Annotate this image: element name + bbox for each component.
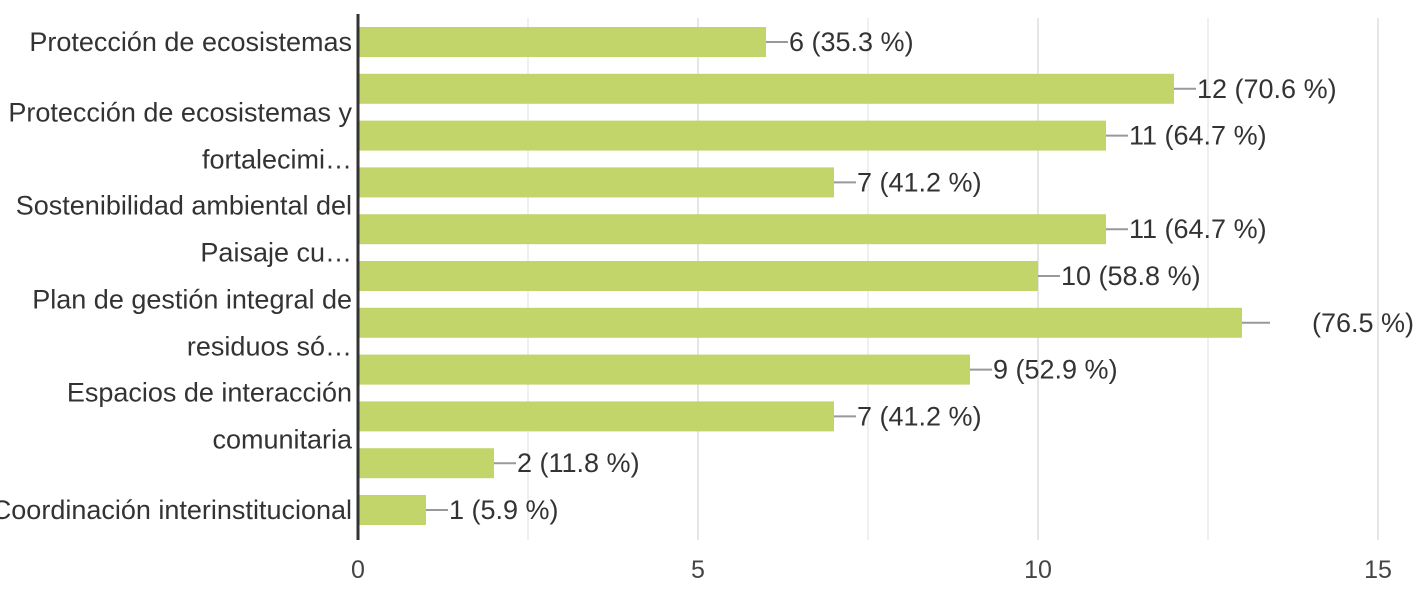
category-label-1: Protección de ecosistemas y [8, 98, 352, 128]
category-label-2: Sostenibilidad ambiental del [16, 191, 352, 221]
category-label-0: Protección de ecosistemas [29, 27, 352, 57]
x-tick-label-0: 0 [351, 556, 365, 584]
category-label-4: comunitaria [212, 425, 353, 455]
data-label-6: (76.5 %) [1312, 308, 1414, 338]
bar-3 [358, 167, 834, 198]
data-label-2: 11 (64.7 %) [1129, 121, 1267, 151]
bar-4 [358, 214, 1106, 245]
category-label-3: Plan de gestión integral de [32, 285, 352, 315]
data-label-1: 12 (70.6 %) [1197, 74, 1337, 104]
bar-7 [358, 354, 970, 385]
bar-10 [358, 495, 426, 525]
category-label-5: Coordinación interinstitucional [0, 495, 352, 525]
bar-2 [358, 120, 1106, 151]
bar-1 [358, 73, 1174, 104]
category-label-2: Paisaje cu… [200, 238, 352, 268]
bar-9 [358, 448, 494, 479]
data-label-8: 7 (41.2 %) [857, 401, 982, 431]
bar-0 [358, 27, 766, 57]
bar-6 [358, 307, 1242, 338]
x-tick-label-2: 10 [1024, 556, 1052, 584]
data-label-3: 7 (41.2 %) [857, 167, 982, 197]
data-label-5: 10 (58.8 %) [1061, 261, 1201, 291]
data-label-0: 6 (35.3 %) [789, 27, 914, 57]
data-label-10: 1 (5.9 %) [449, 495, 559, 525]
data-label-9: 2 (11.8 %) [517, 448, 640, 478]
x-tick-label-3: 15 [1364, 556, 1392, 584]
data-label-7: 9 (52.9 %) [993, 355, 1118, 385]
data-label-4: 11 (64.7 %) [1129, 214, 1267, 244]
bar-8 [358, 401, 834, 432]
category-label-3: residuos só… [187, 332, 352, 362]
bar-5 [358, 261, 1038, 291]
category-label-4: Espacios de interacción [67, 378, 352, 408]
category-label-1: fortalecimi… [202, 145, 352, 175]
x-tick-label-1: 5 [691, 556, 705, 584]
